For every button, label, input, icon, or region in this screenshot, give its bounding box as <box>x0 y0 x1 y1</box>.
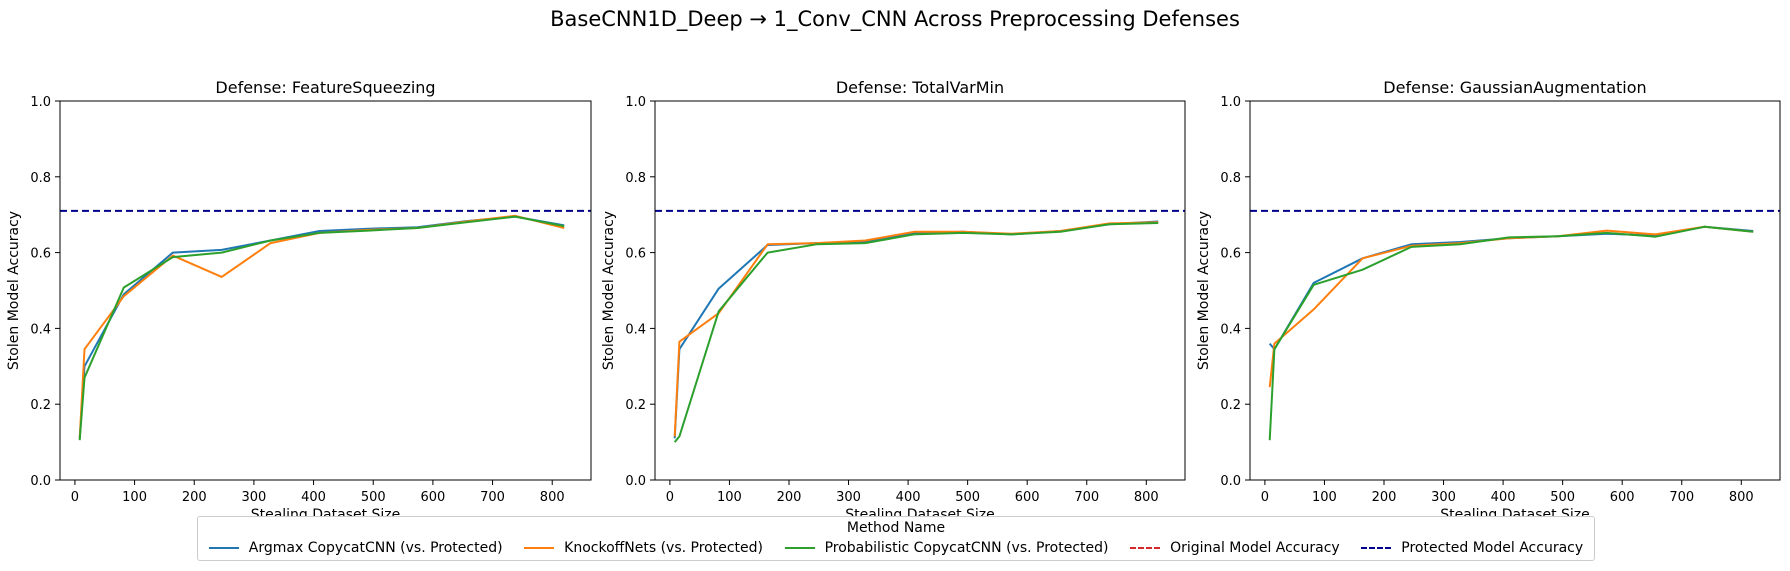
legend-swatch <box>784 547 815 549</box>
legend: Method Name Argmax CopycatCNN (vs. Prote… <box>197 516 1595 561</box>
y-tick-label: 0.2 <box>30 398 51 413</box>
legend-items: Argmax CopycatCNN (vs. Protected) Knockof… <box>198 540 1594 556</box>
legend-label: Argmax CopycatCNN (vs. Protected) <box>248 540 503 556</box>
legend-swatch <box>1130 547 1161 549</box>
x-tick-label: 600 <box>420 490 445 505</box>
x-tick-label: 200 <box>1372 490 1397 505</box>
x-tick-label: 100 <box>122 490 147 505</box>
y-tick-label: 0.6 <box>625 247 646 262</box>
legend-label: Original Model Accuracy <box>1170 540 1340 556</box>
subplot: Defense: GaussianAugmentation 0 100 200 300 4… <box>1196 78 1781 523</box>
legend-item: Argmax CopycatCNN (vs. Protected) <box>208 540 503 556</box>
x-tick-label: 500 <box>1550 490 1575 505</box>
x-tick-label: 300 <box>241 490 266 505</box>
legend-item: Original Model Accuracy <box>1130 540 1340 556</box>
x-tick-label: 200 <box>777 490 802 505</box>
x-tick-label: 300 <box>1431 490 1456 505</box>
legend-item: Protected Model Accuracy <box>1361 540 1583 556</box>
x-tick-label: 0 <box>666 490 674 505</box>
x-tick-label: 400 <box>1491 490 1516 505</box>
series-line <box>1268 225 1754 441</box>
y-tick-label: 0.6 <box>1220 247 1241 262</box>
x-tick-label: 800 <box>1134 490 1159 505</box>
y-tick-label: 1.0 <box>30 95 51 110</box>
x-tick-label: 800 <box>1729 490 1754 505</box>
x-tick-label: 600 <box>1015 490 1040 505</box>
x-tick-label: 700 <box>1074 490 1099 505</box>
legend-label: Probabilistic CopycatCNN (vs. Protected) <box>824 540 1109 556</box>
series-line <box>78 215 565 441</box>
legend-label: Protected Model Accuracy <box>1401 540 1584 556</box>
x-tick-label: 300 <box>836 490 861 505</box>
x-tick-label: 0 <box>71 490 79 505</box>
subplot-title: Defense: GaussianAugmentation <box>1383 78 1646 97</box>
y-tick-label: 0.0 <box>625 474 646 489</box>
series-line <box>1268 225 1754 351</box>
x-tick-label: 500 <box>361 490 386 505</box>
subplot: Defense: TotalVarMin 0 100 200 300 400 500 600 7… <box>601 78 1186 523</box>
y-tick-label: 0.6 <box>30 247 51 262</box>
y-tick-label: 0.4 <box>1220 322 1241 337</box>
x-tick-label: 200 <box>182 490 207 505</box>
plot-frame <box>1249 100 1781 481</box>
plot-frame <box>59 100 592 481</box>
y-tick-label: 0.0 <box>30 474 51 489</box>
y-tick-label: 0.0 <box>1220 474 1241 489</box>
y-axis-label: Stolen Model Accuracy <box>6 211 22 370</box>
legend-item: Probabilistic CopycatCNN (vs. Protected) <box>784 540 1109 556</box>
series-line <box>673 221 1159 437</box>
subplot-title: Defense: FeatureSqueezing <box>215 78 435 97</box>
subplot: Defense: FeatureSqueezing 0 100 200 300 400 50… <box>6 78 592 523</box>
x-tick-label: 800 <box>540 490 565 505</box>
series-line <box>673 220 1159 439</box>
y-tick-label: 0.8 <box>625 171 646 186</box>
figure-title: BaseCNN1D_Deep → 1_Conv_CNN Across Prepr… <box>550 7 1240 32</box>
series-line <box>78 214 565 439</box>
legend-swatch <box>208 547 239 549</box>
x-tick-label: 700 <box>480 490 505 505</box>
series-line <box>1268 225 1754 388</box>
legend-swatch <box>524 547 555 549</box>
x-tick-label: 100 <box>717 490 742 505</box>
y-axis-label: Stolen Model Accuracy <box>601 211 617 370</box>
series-line <box>78 215 565 439</box>
y-tick-label: 0.4 <box>625 322 646 337</box>
x-tick-label: 500 <box>955 490 980 505</box>
x-tick-label: 100 <box>1312 490 1337 505</box>
subplot-title: Defense: TotalVarMin <box>836 78 1004 97</box>
y-tick-label: 0.8 <box>1220 171 1241 186</box>
x-tick-label: 400 <box>896 490 921 505</box>
legend-swatch <box>1361 547 1392 549</box>
plot-frame <box>654 100 1186 481</box>
x-tick-label: 0 <box>1261 490 1269 505</box>
x-tick-label: 400 <box>301 490 326 505</box>
y-tick-label: 0.4 <box>30 322 51 337</box>
y-tick-label: 0.8 <box>30 171 51 186</box>
x-tick-label: 600 <box>1610 490 1635 505</box>
legend-item: KnockoffNets (vs. Protected) <box>524 540 763 556</box>
legend-label: KnockoffNets (vs. Protected) <box>564 540 763 556</box>
y-tick-label: 0.2 <box>625 398 646 413</box>
y-tick-label: 1.0 <box>1220 95 1241 110</box>
y-tick-label: 1.0 <box>625 95 646 110</box>
y-axis-label: Stolen Model Accuracy <box>1196 211 1212 370</box>
x-tick-label: 700 <box>1669 490 1694 505</box>
series-line <box>673 222 1159 443</box>
legend-title: Method Name <box>846 520 946 536</box>
y-tick-label: 0.2 <box>1220 398 1241 413</box>
